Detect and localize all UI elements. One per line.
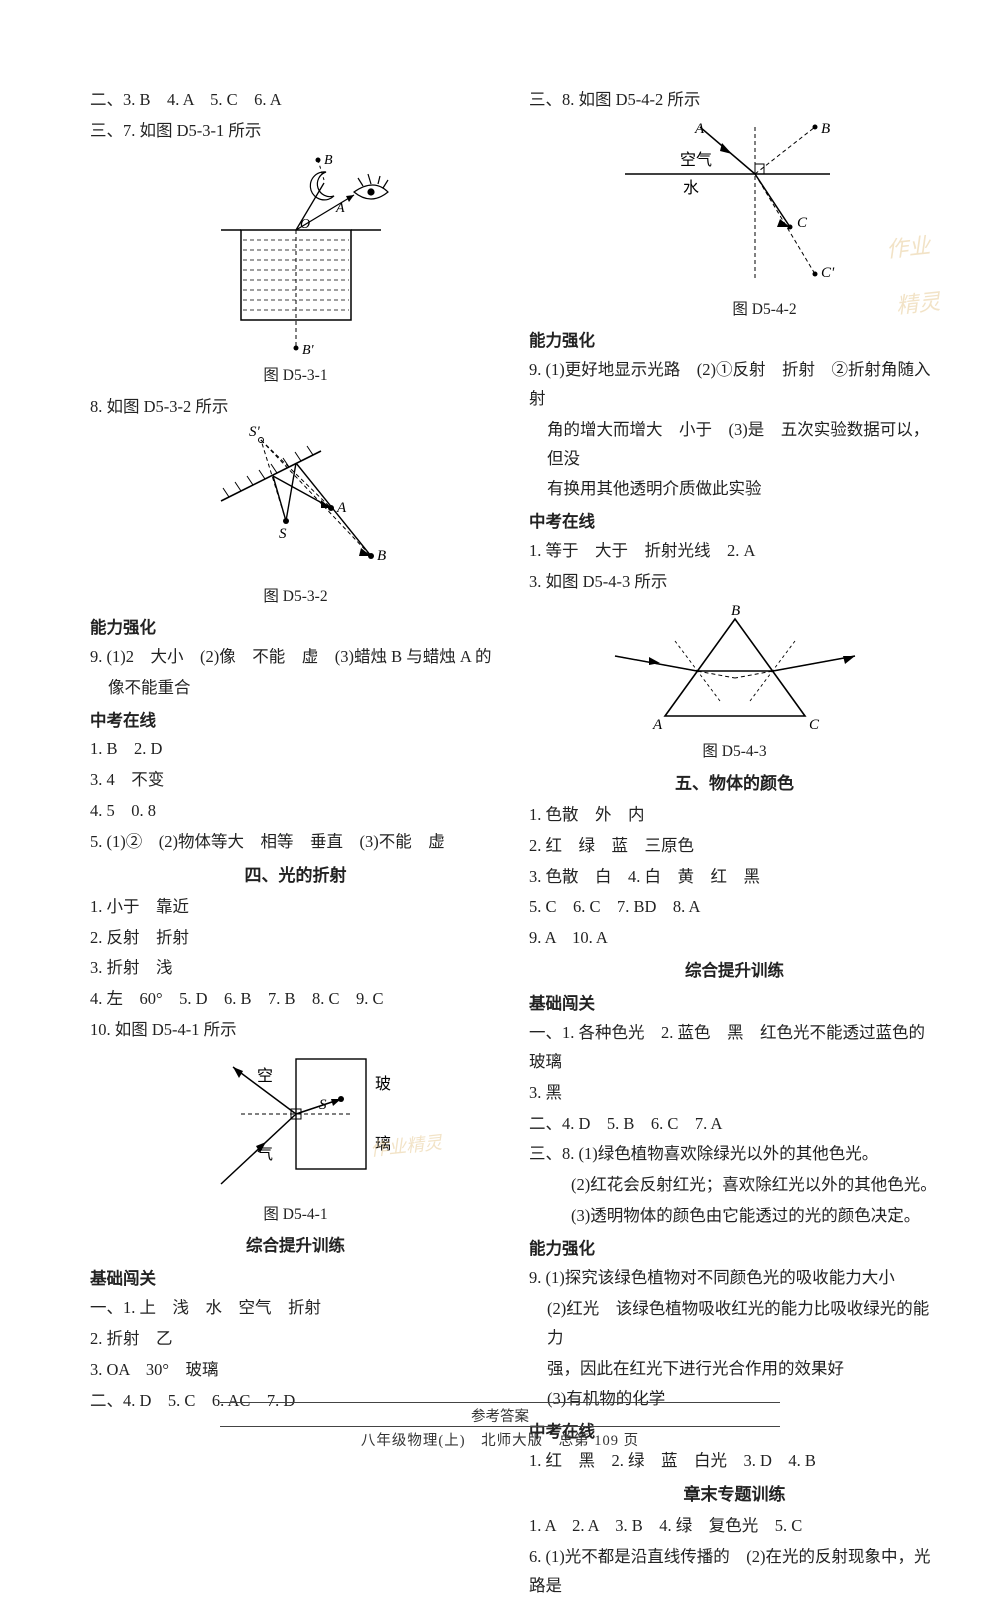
figure-caption: 图 D5-4-2 — [529, 296, 920, 323]
text-line: 三、7. 如图 D5-3-1 所示 — [90, 117, 501, 146]
label-cp: C' — [821, 265, 835, 281]
text-line: 1. 色散 外 内 — [529, 801, 940, 830]
label-c: C — [809, 717, 820, 733]
figure-d5-4-2: A B C C' 空气 水 图 D5-4-2 — [529, 119, 940, 323]
heading: 能力强化 — [90, 614, 501, 643]
svg-text:S': S' — [249, 426, 261, 440]
figure-d5-3-2-svg: S S' A B — [201, 426, 391, 581]
text-line: 三、8. 如图 D5-4-2 所示 — [529, 86, 940, 115]
section-title: 章末专题训练 — [529, 1480, 940, 1510]
text-line: 5. C 6. C 7. BD 8. A — [529, 893, 940, 922]
text-line: (2)红花会反射红光；喜欢除红光以外的其他色光。 — [529, 1171, 940, 1200]
figure-caption: 图 D5-4-3 — [529, 738, 940, 765]
heading: 基础闯关 — [529, 990, 940, 1019]
figure-d5-3-1: O B A B' 图 D5-3-1 — [90, 150, 501, 389]
label-glass2: 璃 — [375, 1135, 391, 1153]
heading: 能力强化 — [529, 1235, 940, 1264]
label-air2: 气 — [257, 1145, 273, 1163]
label-c: C — [797, 215, 808, 231]
text-line: 1. B 2. D — [90, 735, 501, 764]
text-line: 5. (1)② (2)物体等大 相等 垂直 (3)不能 虚 — [90, 828, 501, 857]
heading: 基础闯关 — [90, 1265, 501, 1294]
text-line: 4. 5 0. 8 — [90, 797, 501, 826]
figure-d5-4-3: B A C 图 D5-4-3 — [529, 601, 940, 765]
footer-info: 八年级物理(上) 北师大版 总第 109 页 — [0, 1429, 1000, 1450]
text-line: 二、4. D 5. B 6. C 7. A — [529, 1110, 940, 1139]
figure-d5-4-2-svg: A B C C' 空气 水 — [605, 119, 845, 294]
label-b: B — [731, 603, 740, 619]
text-line: 4. 左 60° 5. D 6. B 7. B 8. C 9. C — [90, 985, 501, 1014]
text-line: 9. (1)2 大小 (2)像 不能 虚 (3)蜡烛 B 与蜡烛 A 的 — [90, 643, 501, 672]
text-line: 1. 红 黑 2. 绿 蓝 白光 3. D 4. B — [529, 1447, 940, 1476]
text-line: 3. 色散 白 4. 白 黄 红 黑 — [529, 863, 940, 892]
svg-text:A: A — [335, 201, 345, 216]
left-column: 二、3. B 4. A 5. C 6. A 三、7. 如图 D5-3-1 所示 — [90, 86, 501, 1602]
label-b: B — [821, 121, 830, 137]
text-line: 10. 如图 D5-4-1 所示 — [90, 1016, 501, 1045]
text-line: 像不能重合 — [90, 674, 501, 703]
label-water: 水 — [683, 179, 699, 197]
text-line: 1. 等于 大于 折射光线 2. A — [529, 537, 940, 566]
text-line: 3. 如图 D5-4-3 所示 — [529, 568, 940, 597]
label-s: S — [319, 1097, 327, 1113]
text-line: 3. OA 30° 玻璃 — [90, 1356, 501, 1385]
text-line: 1. A 2. A 3. B 4. 绿 复色光 5. C — [529, 1512, 940, 1541]
text-line: 1. 小于 靠近 — [90, 893, 501, 922]
svg-text:O: O — [300, 217, 310, 232]
text-line: 一、1. 各种色光 2. 蓝色 黑 红色光不能透过蓝色的玻璃 — [529, 1019, 940, 1077]
heading: 综合提升训练 — [90, 1232, 501, 1261]
figure-d5-3-1-svg: O B A B' — [196, 150, 396, 360]
figure-d5-4-1: S 空 气 玻 璃 图 D5-4-1 — [90, 1049, 501, 1228]
text-line: 角的增大而增大 小于 (3)是 五次实验数据可以，但没 — [529, 416, 940, 474]
text-line: (2)红光 该绿色植物吸收红光的能力比吸收绿光的能力 — [529, 1295, 940, 1353]
figure-d5-4-3-svg: B A C — [605, 601, 865, 736]
text-line: 强，因此在红光下进行光合作用的效果好 — [529, 1355, 940, 1384]
figure-caption: 图 D5-3-1 — [90, 362, 501, 389]
heading: 能力强化 — [529, 327, 940, 356]
label-glass: 玻 — [375, 1075, 391, 1093]
figure-d5-3-2: S S' A B 图 D5-3-2 — [90, 426, 501, 610]
text-line: 9. A 10. A — [529, 924, 940, 953]
text-line: 9. (1)更好地显示光路 (2)①反射 折射 ②折射角随入射 — [529, 356, 940, 414]
text-line: 二、3. B 4. A 5. C 6. A — [90, 86, 501, 115]
heading: 中考在线 — [90, 707, 501, 736]
text-line: 2. 折射 乙 — [90, 1325, 501, 1354]
text-line: 6. (1)光不都是沿直线传播的 (2)在光的反射现象中，光路是 — [529, 1543, 940, 1601]
text-line: 3. 4 不变 — [90, 766, 501, 795]
text-line: 8. 如图 D5-3-2 所示 — [90, 393, 501, 422]
svg-text:S: S — [279, 526, 287, 542]
svg-text:B: B — [324, 153, 333, 168]
figure-d5-4-1-svg: S 空 气 玻 璃 — [191, 1049, 401, 1199]
text-line: 有换用其他透明介质做此实验 — [529, 475, 940, 504]
figure-caption: 图 D5-3-2 — [90, 583, 501, 610]
page-footer: 参考答案 八年级物理(上) 北师大版 总第 109 页 — [0, 1402, 1000, 1450]
footer-title: 参考答案 — [0, 1405, 1000, 1426]
section-title: 五、物体的颜色 — [529, 769, 940, 799]
figure-caption: 图 D5-4-1 — [90, 1201, 501, 1228]
label-air: 空 — [257, 1067, 273, 1085]
svg-text:B': B' — [302, 343, 315, 358]
text-line: 3. 黑 — [529, 1079, 940, 1108]
text-line: 一、1. 上 浅 水 空气 折射 — [90, 1294, 501, 1323]
text-line: 9. (1)探究该绿色植物对不同颜色光的吸收能力大小 — [529, 1264, 940, 1293]
text-line: (3)透明物体的颜色由它能透过的光的颜色决定。 — [529, 1202, 940, 1231]
svg-text:B: B — [377, 548, 386, 564]
heading: 中考在线 — [529, 508, 940, 537]
label-a: A — [694, 121, 705, 137]
right-column: 三、8. 如图 D5-4-2 所示 A B — [529, 86, 940, 1602]
text-line: 2. 反射 折射 — [90, 924, 501, 953]
label-a: A — [652, 717, 663, 733]
text-line: 三、8. (1)绿色植物喜欢除绿光以外的其他色光。 — [529, 1140, 940, 1169]
page: 二、3. B 4. A 5. C 6. A 三、7. 如图 D5-3-1 所示 — [0, 0, 1000, 1622]
heading: 综合提升训练 — [529, 957, 940, 986]
text-line: 3. 折射 浅 — [90, 954, 501, 983]
label-air: 空气 — [680, 151, 712, 169]
section-title: 四、光的折射 — [90, 861, 501, 891]
text-line: 2. 红 绿 蓝 三原色 — [529, 832, 940, 861]
